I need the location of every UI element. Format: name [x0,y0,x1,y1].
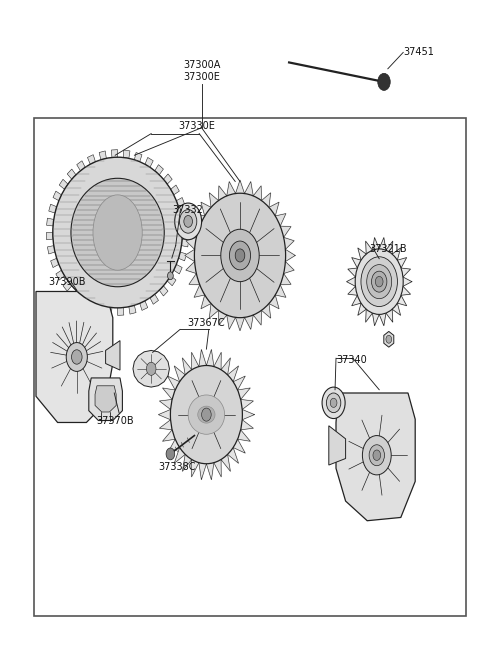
Polygon shape [179,252,186,261]
Polygon shape [77,160,85,171]
Polygon shape [50,258,59,267]
Ellipse shape [71,178,164,287]
Polygon shape [176,198,185,207]
Circle shape [362,436,391,475]
Polygon shape [185,180,295,331]
Polygon shape [167,276,176,286]
Ellipse shape [93,195,142,270]
Circle shape [170,365,242,464]
Polygon shape [336,393,415,521]
Circle shape [386,335,392,343]
Polygon shape [53,191,61,200]
Polygon shape [155,164,163,175]
Polygon shape [95,386,116,412]
Polygon shape [329,426,346,465]
Polygon shape [174,265,182,274]
Polygon shape [182,225,189,233]
Polygon shape [93,303,101,312]
Polygon shape [49,204,57,213]
Polygon shape [72,290,81,301]
Text: 37321B: 37321B [370,244,407,254]
Polygon shape [123,150,130,159]
Polygon shape [134,153,142,162]
Polygon shape [36,291,113,422]
Ellipse shape [188,395,225,434]
Circle shape [202,408,211,421]
Circle shape [66,343,87,371]
Polygon shape [46,233,53,240]
Circle shape [194,193,286,318]
Circle shape [175,203,202,240]
Circle shape [326,393,341,413]
Circle shape [373,450,381,460]
Circle shape [184,215,192,227]
Polygon shape [118,308,124,316]
Circle shape [355,249,403,314]
Circle shape [180,210,197,233]
Circle shape [221,229,259,282]
Text: 37300A
37300E: 37300A 37300E [183,60,220,82]
Polygon shape [89,378,122,421]
Circle shape [361,257,397,307]
Polygon shape [63,281,72,291]
Circle shape [146,362,156,375]
Circle shape [235,249,245,262]
Text: 37390B: 37390B [48,276,85,287]
Text: 37367C: 37367C [188,318,225,328]
Polygon shape [140,301,148,310]
Circle shape [372,271,387,292]
Polygon shape [181,239,189,247]
Ellipse shape [53,157,182,308]
Ellipse shape [198,406,215,423]
Text: 37340: 37340 [336,355,367,365]
Polygon shape [111,149,118,157]
Polygon shape [163,174,172,184]
Polygon shape [56,270,64,280]
Polygon shape [106,341,120,370]
Text: 37330E: 37330E [179,121,215,131]
Circle shape [72,350,82,364]
Circle shape [229,241,251,270]
Text: 37451: 37451 [403,47,434,58]
Polygon shape [145,157,153,167]
Polygon shape [87,155,96,164]
Polygon shape [99,151,107,160]
Polygon shape [133,350,169,387]
Text: 37338C: 37338C [158,462,196,472]
Text: 37370B: 37370B [96,416,133,426]
Polygon shape [129,305,136,314]
Text: 37332: 37332 [173,204,204,215]
Circle shape [168,272,173,280]
Polygon shape [67,169,76,179]
Circle shape [369,445,384,466]
Circle shape [378,73,390,90]
Circle shape [330,398,337,407]
Polygon shape [180,211,188,219]
Circle shape [375,276,383,287]
Polygon shape [59,179,68,189]
Polygon shape [82,298,90,308]
Polygon shape [171,185,180,195]
Circle shape [322,387,345,419]
Polygon shape [158,350,254,479]
Polygon shape [105,307,112,315]
Circle shape [166,448,175,460]
Polygon shape [47,218,54,226]
Polygon shape [384,331,394,347]
Polygon shape [159,286,168,296]
Polygon shape [347,238,412,326]
Polygon shape [48,246,55,254]
Polygon shape [150,294,158,305]
Circle shape [367,265,392,299]
